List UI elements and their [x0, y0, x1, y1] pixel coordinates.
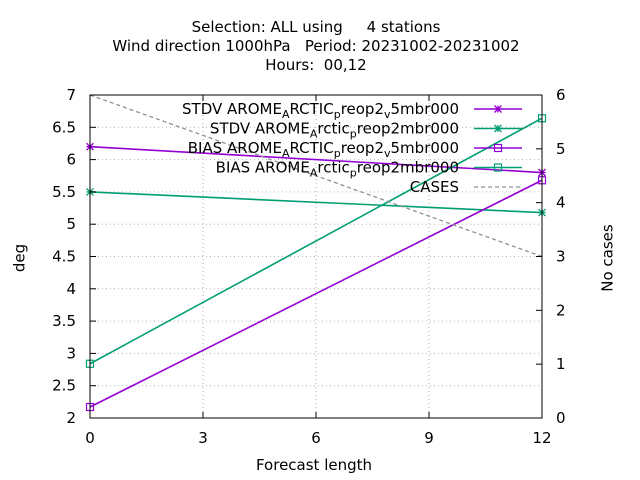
- y2-tick-label: 0: [556, 409, 566, 427]
- legend-label-part: rctic: [317, 159, 349, 177]
- legend-label-part: p: [350, 167, 357, 180]
- legend-label-part: p: [350, 128, 357, 141]
- legend-label: BIAS AROMEArcticpreop2mbr000: [216, 159, 459, 180]
- legend-label-part: STDV AROME: [210, 120, 310, 138]
- y-tick-label: 5: [66, 215, 76, 233]
- y-tick-label: 3.5: [52, 312, 76, 330]
- y2-tick-label: 3: [556, 248, 566, 266]
- y2-tick-label: 5: [556, 140, 566, 158]
- legend-label-part: A: [282, 108, 290, 121]
- legend-label-part: rctic: [317, 120, 349, 138]
- y-tick-label: 4: [66, 280, 76, 298]
- series-line: [89, 117, 543, 365]
- y2-tick-label: 4: [556, 194, 566, 212]
- data-point: [493, 163, 503, 172]
- legend-label-part: A: [310, 167, 318, 180]
- legend-label-part: p: [334, 147, 341, 160]
- y-tick-label: 6: [66, 151, 76, 169]
- legend-label-part: 5mbr000: [391, 100, 459, 118]
- legend-label-part: reop2mbr000: [357, 120, 459, 138]
- y-tick-label: 5.5: [52, 183, 76, 201]
- data-point: [493, 143, 503, 153]
- data-point: [494, 124, 502, 133]
- x-tick-label: 9: [424, 429, 434, 447]
- y-tick-label: 7: [66, 86, 76, 104]
- legend-label: STDV AROMEARCTICpreop2v5mbr000: [182, 100, 459, 121]
- legend-label-part: 5mbr000: [391, 139, 459, 157]
- legend-label-part: RCTIC: [289, 100, 333, 118]
- y2-tick-label: 1: [556, 355, 566, 373]
- legend-label-part: reop2: [341, 100, 384, 118]
- series-line: [89, 145, 543, 174]
- y2-tick-label: 6: [556, 86, 566, 104]
- legend-label-part: reop2mbr000: [357, 159, 459, 177]
- legend-label-part: STDV AROME: [182, 100, 282, 118]
- legend-label-part: v: [384, 147, 391, 160]
- y-tick-label: 3: [66, 344, 76, 362]
- y2-axis-label: No cases: [599, 224, 617, 292]
- x-tick-label: 3: [198, 429, 208, 447]
- data-point: [494, 105, 502, 113]
- legend-label-part: A: [310, 128, 318, 141]
- legend-label-part: BIAS AROME: [216, 159, 310, 177]
- legend-label-part: A: [282, 147, 290, 160]
- y-tick-label: 2.5: [52, 377, 76, 395]
- x-tick-label: 12: [532, 429, 551, 447]
- legend-label: CASES: [410, 178, 459, 196]
- y-tick-label: 4.5: [52, 248, 76, 266]
- x-tick-label: 6: [311, 429, 321, 447]
- y-axis-label: deg: [11, 244, 29, 272]
- legend-label: STDV AROMEArcticpreop2mbr000: [210, 120, 459, 141]
- legend-label-part: BIAS AROME: [188, 139, 282, 157]
- title-line: Wind direction 1000hPa Period: 20231002-…: [112, 37, 519, 55]
- legend-label-part: reop2: [341, 139, 384, 157]
- series-line: [89, 94, 543, 258]
- title-line: Hours: 00,12: [265, 56, 366, 74]
- x-axis-label: Forecast length: [256, 456, 372, 474]
- legend-label-part: p: [334, 108, 341, 121]
- legend-label-part: CASES: [410, 178, 459, 196]
- series-line: [89, 191, 543, 214]
- y-tick-label: 2: [66, 409, 76, 427]
- x-tick-label: 0: [85, 429, 95, 447]
- title-line: Selection: ALL using 4 stations: [192, 18, 441, 36]
- y2-tick-label: 2: [556, 301, 566, 319]
- legend-label-part: RCTIC: [289, 139, 333, 157]
- legend-label-part: v: [384, 108, 391, 121]
- legend-label: BIAS AROMEARCTICpreop2v5mbr000: [188, 139, 459, 160]
- series-line: [89, 179, 543, 408]
- y-tick-label: 6.5: [52, 118, 76, 136]
